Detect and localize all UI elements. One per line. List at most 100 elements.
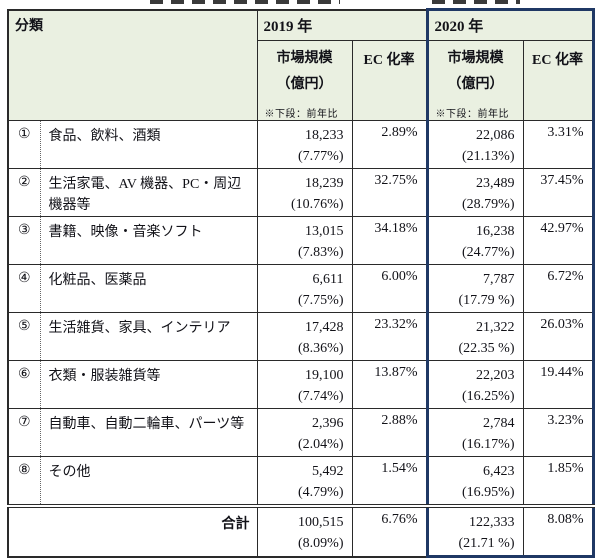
ec-2020-cell: 3.23% [522, 408, 595, 457]
header-sub-row: 市場規模 （億円） ※下段：前年比 EC 化率 市場規模 （億円） ※下段：前年… [8, 40, 595, 121]
market-value: 13,015 [305, 224, 344, 239]
table-row: ③ 書籍、映像・音楽ソフト 13,015 (7.83%) 34.18% 16,23… [7, 216, 595, 265]
market-value: 2,784 [483, 416, 515, 431]
market-2019-cell: 18,233 (7.77%) [256, 120, 353, 169]
category-label: 食品、飲料、酒類 [39, 120, 258, 169]
yoy-value: (24.77%) [462, 245, 515, 260]
yoy-note: ※下段：前年比 [435, 109, 510, 120]
yoy-value: (10.76%) [291, 197, 344, 212]
ec-2020-cell: 37.45% [522, 168, 595, 217]
year-2020-header: 2020 年 [425, 8, 595, 41]
market-value: 100,515 [298, 515, 344, 530]
classification-header: 分類 [7, 9, 258, 121]
total-market-2020-cell: 122,333 (21.71 %) [425, 504, 524, 558]
market-2020-cell: 22,086 (21.13%) [425, 120, 524, 169]
row-number: ⑧ [7, 456, 41, 507]
market-2019-cell: 13,015 (7.83%) [256, 216, 353, 265]
category-label: 生活家電、AV 機器、PC・周辺機器等 [39, 168, 258, 217]
market-2020-cell: 6,423 (16.95%) [425, 456, 524, 507]
yoy-note: ※下段：前年比 [264, 109, 338, 120]
yoy-value: (16.25%) [462, 389, 515, 404]
table-row: ⑥ 衣類・服装雑貨等 19,100 (7.74%) 13.87% 22,203 (1… [7, 360, 595, 409]
yoy-value: (2.04%) [298, 437, 344, 452]
market-value: 19,100 [305, 368, 344, 383]
market-value: 18,233 [305, 128, 344, 143]
market-2019-cell: 19,100 (7.74%) [256, 360, 353, 409]
ec-ratio-header-2020: EC 化率 [522, 40, 595, 121]
ec-2019-cell: 34.18% [351, 216, 428, 265]
row-number: ⑥ [7, 360, 41, 409]
yoy-value: (7.74%) [298, 389, 344, 404]
row-number: ⑤ [7, 312, 41, 361]
market-value: 6,423 [483, 464, 515, 479]
market-2020-cell: 2,784 (16.17%) [425, 408, 524, 457]
market-value: 17,428 [305, 320, 344, 335]
market-2019-cell: 6,611 (7.75%) [256, 264, 353, 313]
market-2019-cell: 2,396 (2.04%) [256, 408, 353, 457]
table-row: ⑧ その他 5,492 (4.79%) 1.54% 6,423 (16.95%) 1… [7, 456, 595, 507]
table-row: ① 食品、飲料、酒類 18,233 (7.77%) 2.89% 22,086 (21… [7, 120, 595, 169]
yoy-value: (21.13%) [462, 149, 515, 164]
market-size-unit: （億円） [276, 77, 333, 92]
ec-2019-cell: 6.00% [351, 264, 428, 313]
ec-2019-cell: 2.88% [351, 408, 428, 457]
ec-2020-cell: 3.31% [522, 120, 595, 169]
yoy-value: (22.35 %) [458, 341, 515, 356]
ec-ratio-header-2019: EC 化率 [351, 40, 428, 121]
row-number: ④ [7, 264, 41, 313]
market-2019-cell: 5,492 (4.79%) [256, 456, 353, 507]
category-label: その他 [39, 456, 258, 507]
market-value: 23,489 [476, 176, 515, 191]
ec-2019-cell: 1.54% [351, 456, 428, 507]
market-value: 7,787 [483, 272, 515, 287]
total-ec-2020-cell: 8.08% [522, 504, 595, 558]
market-size-label: 市場規模 [276, 51, 333, 66]
category-label: 書籍、映像・音楽ソフト [39, 216, 258, 265]
category-label: 衣類・服装雑貨等 [39, 360, 258, 409]
ec-2020-cell: 42.97% [522, 216, 595, 265]
market-size-header-2020: 市場規模 （億円） ※下段：前年比 [425, 40, 524, 121]
market-value: 22,203 [476, 368, 515, 383]
clipped-title-fragment [432, 0, 520, 4]
table-row: ② 生活家電、AV 機器、PC・周辺機器等 18,239 (10.76%) 32.… [7, 168, 595, 217]
category-label: 自動車、自動二輪車、パーツ等 [39, 408, 258, 457]
category-label: 生活雑貨、家具、インテリア [39, 312, 258, 361]
yoy-value: (7.77%) [298, 149, 344, 164]
market-2020-cell: 7,787 (17.79 %) [425, 264, 524, 313]
yoy-value: (16.95%) [462, 485, 515, 500]
ec-market-table: 分類 2019 年 2020 年 市場規模 （億円） ※下段：前年比 EC 化率… [7, 8, 595, 558]
ec-2019-cell: 13.87% [351, 360, 428, 409]
yoy-value: (7.83%) [298, 245, 344, 260]
market-size-label: 市場規模 [447, 51, 504, 66]
ec-2019-cell: 32.75% [351, 168, 428, 217]
yoy-value: (28.79%) [462, 197, 515, 212]
market-2020-cell: 23,489 (28.79%) [425, 168, 524, 217]
yoy-value: (17.79 %) [458, 293, 515, 308]
ec-2019-cell: 2.89% [351, 120, 428, 169]
yoy-value: (4.79%) [298, 485, 344, 500]
market-2019-cell: 18,239 (10.76%) [256, 168, 353, 217]
row-number: ⑦ [7, 408, 41, 457]
ec-2020-cell: 26.03% [522, 312, 595, 361]
yoy-value: (8.09%) [298, 536, 344, 551]
market-2019-cell: 17,428 (8.36%) [256, 312, 353, 361]
year-2019-header: 2019 年 [256, 9, 428, 41]
market-value: 6,611 [312, 272, 344, 287]
market-size-unit: （億円） [447, 77, 504, 92]
market-2020-cell: 16,238 (24.77%) [425, 216, 524, 265]
total-row: 合計 100,515 (8.09%) 6.76% 122,333 (21.71 %)… [7, 504, 595, 558]
market-value: 2,396 [312, 416, 344, 431]
category-label: 化粧品、医薬品 [39, 264, 258, 313]
ec-2019-cell: 23.32% [351, 312, 428, 361]
row-number: ② [7, 168, 41, 217]
row-number: ③ [7, 216, 41, 265]
total-label: 合計 [7, 504, 258, 557]
market-value: 21,322 [476, 320, 515, 335]
market-size-header-2019: 市場規模 （億円） ※下段：前年比 [256, 40, 353, 121]
clipped-title-fragment [150, 0, 340, 4]
market-value: 5,492 [312, 464, 344, 479]
market-value: 18,239 [305, 176, 344, 191]
market-value: 22,086 [476, 128, 515, 143]
market-2020-cell: 21,322 (22.35 %) [425, 312, 524, 361]
market-value: 122,333 [469, 515, 515, 530]
